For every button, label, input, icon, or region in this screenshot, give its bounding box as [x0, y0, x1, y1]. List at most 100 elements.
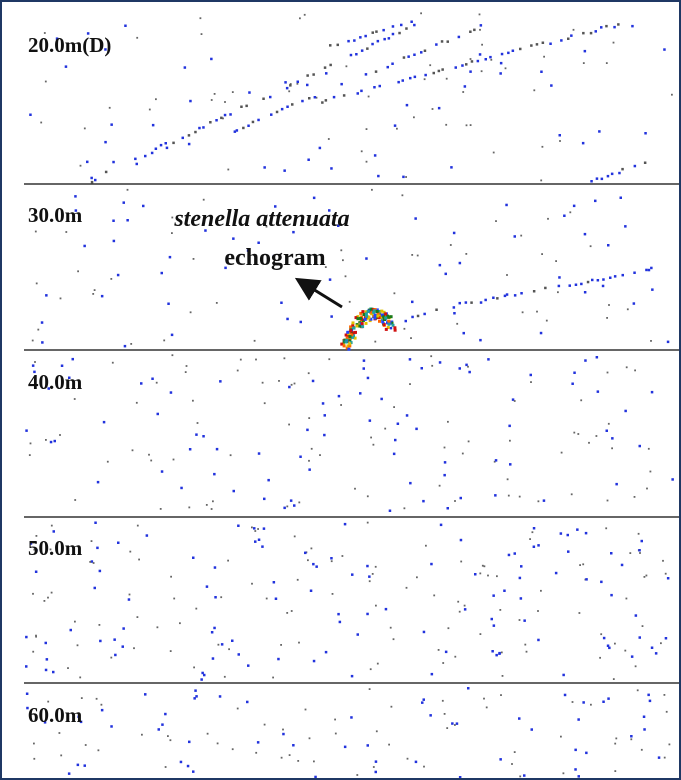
echo-dot [370, 668, 372, 670]
echo-dot [438, 107, 441, 110]
echo-dot [557, 291, 559, 293]
echo-dot [425, 545, 427, 547]
echo-dot [390, 627, 392, 629]
echo-dot [307, 159, 310, 162]
echo-dot [618, 172, 621, 175]
echo-dot [606, 317, 608, 319]
echo-dot [409, 358, 412, 361]
echo-dot [503, 590, 506, 593]
echo-dot [355, 53, 358, 56]
echo-dot [541, 253, 543, 255]
echo-dot [499, 72, 502, 75]
echo-dot [530, 374, 533, 377]
echo-dot [346, 65, 348, 67]
echo-dot [651, 647, 654, 650]
echo-dot [580, 283, 583, 286]
echo-dot [280, 644, 282, 646]
echo-dot [469, 70, 472, 73]
echo-dot [297, 83, 299, 85]
echo-dot [458, 36, 461, 39]
echo-dot [433, 595, 435, 597]
echo-dot [374, 154, 377, 157]
echo-dot [291, 610, 293, 612]
echo-dot [435, 43, 438, 46]
echo-dot [221, 643, 224, 646]
echo-dot [276, 111, 279, 114]
echo-dot [671, 94, 673, 96]
echo-dot [467, 687, 470, 690]
echo-dot [286, 506, 288, 508]
echo-dot [369, 580, 371, 582]
echo-dot [590, 245, 592, 247]
echo-dot [493, 624, 496, 627]
echo-dot [374, 341, 376, 343]
echo-dot [254, 340, 256, 342]
echo-dot [387, 316, 390, 319]
echo-dot [470, 58, 472, 60]
echo-dot [186, 365, 188, 367]
echo-dot [313, 197, 316, 200]
echo-dot [373, 317, 376, 320]
echo-dot [340, 404, 342, 406]
echo-dot [96, 547, 99, 550]
echo-dot [344, 523, 347, 526]
echo-dot [509, 463, 512, 466]
echo-dot [480, 301, 483, 304]
echo-dot [345, 334, 348, 337]
echo-dot [299, 17, 301, 19]
echo-dot [547, 218, 549, 220]
echo-dot [467, 366, 469, 368]
echo-dot [227, 560, 229, 562]
echo-dot [262, 382, 264, 384]
echo-dot [485, 58, 488, 61]
depth-label: 40.0m [28, 370, 83, 394]
echo-dot [414, 217, 417, 220]
echo-dot [142, 205, 145, 208]
echo-dot [450, 166, 453, 169]
echo-dot [487, 575, 489, 577]
echo-dot [481, 44, 483, 46]
echo-dot [665, 573, 667, 575]
echo-dot [440, 524, 443, 527]
echo-dot [32, 593, 34, 595]
echo-dot [624, 410, 627, 413]
echo-dot [420, 51, 423, 54]
echo-dot [423, 313, 426, 316]
echo-dot [375, 30, 378, 33]
echo-dot [365, 73, 368, 76]
echo-dot [97, 481, 100, 484]
echo-dot [479, 29, 481, 31]
echo-dot [466, 124, 468, 126]
echo-dot [611, 437, 614, 440]
echo-dot [328, 138, 330, 140]
echo-dot [424, 74, 427, 77]
echo-dot [264, 402, 266, 404]
echo-dot [282, 729, 284, 731]
echo-dot [571, 493, 573, 495]
echo-dot [280, 302, 283, 305]
echo-dot [531, 728, 534, 731]
echo-dot [308, 460, 310, 462]
echo-dot [397, 423, 400, 426]
echo-dot [631, 655, 634, 658]
echo-dot [459, 302, 462, 305]
echo-dot [499, 609, 501, 611]
echo-dot [560, 736, 562, 738]
echo-dot [331, 560, 333, 562]
echo-dot [284, 357, 286, 359]
echo-dot [447, 507, 450, 510]
echo-dot [579, 612, 581, 614]
echo-dot [415, 428, 418, 431]
echo-dot [422, 500, 425, 503]
echo-dot [397, 81, 400, 84]
echo-dot [464, 85, 467, 88]
echo-dot [44, 600, 46, 602]
echo-dot [424, 78, 426, 80]
echo-dot [597, 390, 600, 393]
echo-dot [664, 757, 666, 759]
echo-dot [533, 546, 536, 549]
echo-dot [349, 335, 352, 338]
echo-dot [555, 260, 557, 262]
echo-dot [231, 640, 234, 643]
echo-dot [47, 597, 49, 599]
